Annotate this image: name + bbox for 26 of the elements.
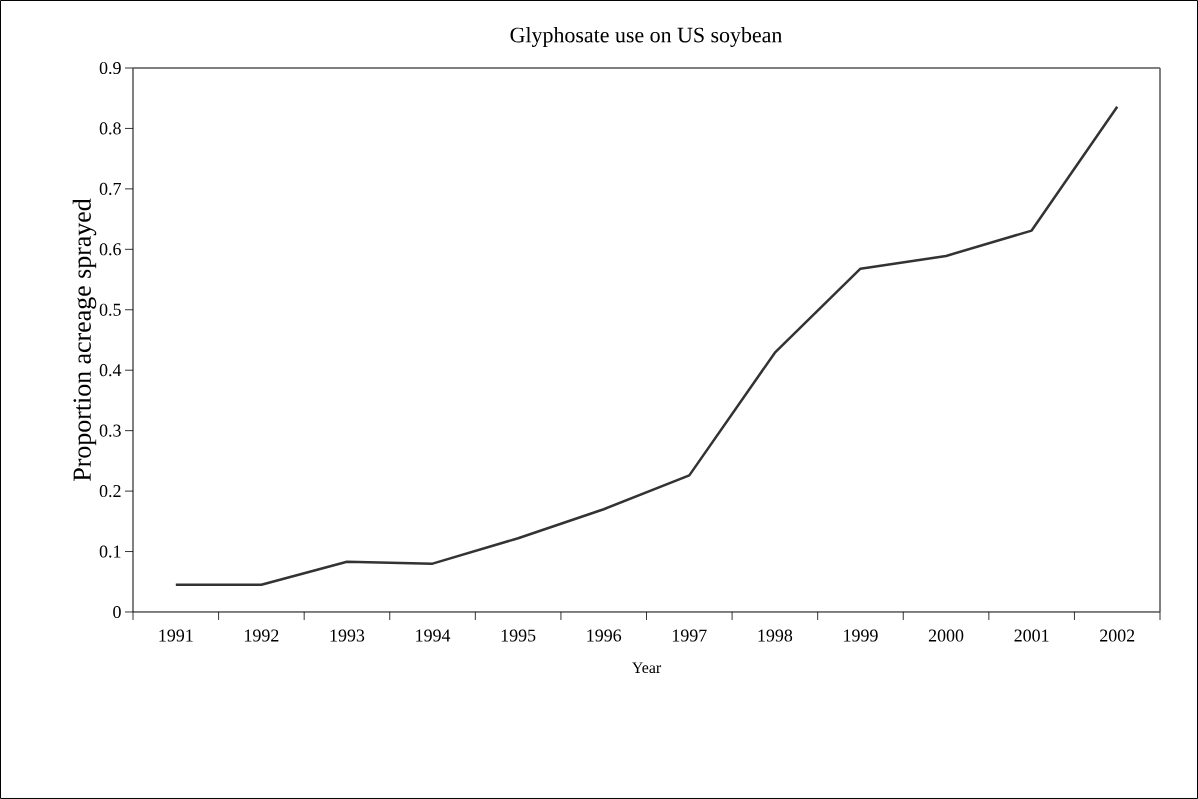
x-tick-label: 1994	[416, 629, 451, 642]
x-axis-title: Year	[631, 662, 662, 674]
chart-title: Glyphosate use on US soybean	[510, 27, 783, 47]
x-tick-label: 1993	[330, 629, 365, 642]
y-tick-label: 0.7	[99, 182, 121, 195]
y-tick-label: 0.4	[99, 364, 122, 377]
x-tick-label: 1997	[672, 629, 707, 642]
y-tick-label: 0.6	[99, 243, 121, 256]
line-series	[174, 105, 1119, 587]
x-tick-label: 2000	[928, 629, 964, 642]
y-tick-label: 0.1	[99, 545, 121, 558]
y-tick-label: 0.9	[99, 61, 121, 75]
x-tick-label: 1992	[245, 629, 279, 642]
x-tick-label: 1996	[587, 629, 622, 642]
y-tick-label: 0.3	[99, 424, 121, 437]
x-tick-label: 1991	[159, 629, 193, 642]
x-tick-label: 2001	[1014, 629, 1049, 642]
x-tick-label: 2002	[1100, 629, 1135, 642]
y-axis-title: Proportion acreage sprayed	[72, 198, 97, 481]
x-tick-label: 1998	[758, 629, 793, 642]
y-tick-label: 0.5	[99, 303, 121, 316]
x-tick-label: 1995	[501, 629, 536, 642]
y-tick-label: 0	[113, 605, 121, 619]
y-tick-label: 0.2	[99, 485, 121, 498]
y-tick-label: 0.8	[99, 122, 121, 135]
x-tick-label: 1999	[844, 629, 878, 642]
